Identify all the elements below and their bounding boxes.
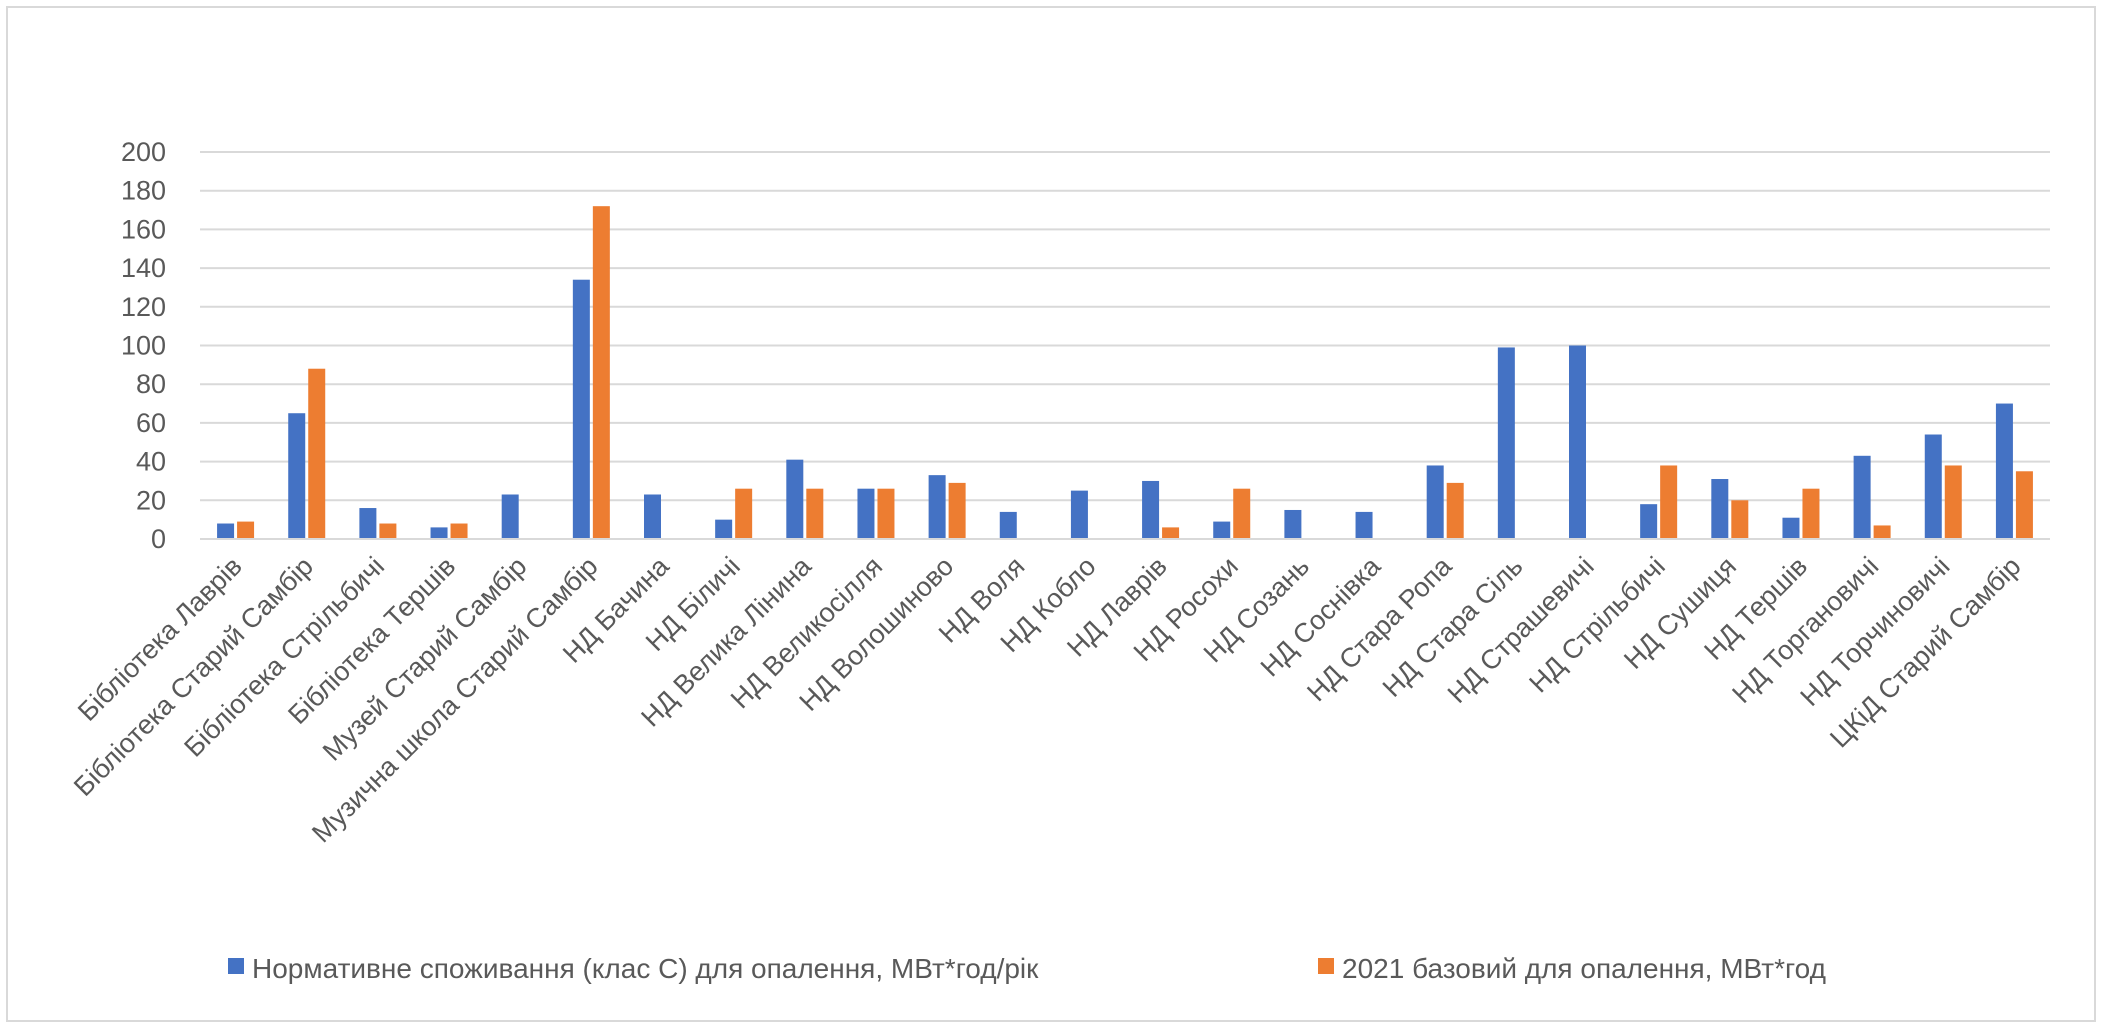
bar-series-2: [1162, 527, 1180, 539]
y-tick-label: 160: [121, 214, 166, 244]
bar-series-1: [1711, 479, 1729, 539]
bar-series-1: [786, 459, 804, 539]
y-tick-label: 80: [136, 369, 166, 399]
bar-series-1: [1142, 480, 1160, 539]
bar-series-1: [572, 279, 590, 539]
bar-series-1: [1497, 347, 1515, 539]
bar-series-2: [948, 482, 966, 539]
bar-series-1: [501, 494, 519, 539]
bar-series-2: [2015, 471, 2033, 539]
legend-swatch-series-2: [1318, 958, 1334, 974]
bar-series-2: [450, 523, 468, 539]
bar-series-2: [1873, 525, 1891, 539]
bar-series-1: [217, 523, 235, 539]
bar-series-2: [1233, 488, 1251, 539]
y-tick-label: 140: [121, 253, 166, 283]
bar-series-2: [806, 488, 824, 539]
bar-series-1: [1426, 465, 1444, 539]
bar-series-2: [379, 523, 397, 539]
bar-series-1: [928, 475, 946, 539]
gridlines: [200, 151, 2050, 502]
bar-series-2: [1446, 482, 1464, 539]
y-tick-label: 40: [136, 447, 166, 477]
bar-series-1: [1284, 509, 1302, 539]
bar-series-1: [288, 413, 306, 539]
bar-series-2: [735, 488, 753, 539]
bar-series-2: [1944, 465, 1962, 539]
bar-series-2: [1802, 488, 1820, 539]
bar-series-1: [1355, 511, 1373, 539]
bar-series-1: [1070, 490, 1088, 539]
bar-series-1: [1924, 434, 1942, 539]
y-tick-label: 200: [121, 137, 166, 167]
y-axis-tick-labels: 0 20 40 60 80 100 120 140 160 180 200: [121, 137, 166, 554]
y-tick-label: 180: [121, 176, 166, 206]
bar-series-1: [430, 527, 448, 539]
bar-series-2: [237, 521, 255, 539]
bar-series-2: [308, 368, 326, 539]
y-tick-label: 100: [121, 331, 166, 361]
bar-series-2: [1731, 500, 1749, 539]
legend-label-series-1: Нормативне споживання (клас С) для опале…: [252, 953, 1039, 984]
bar-series-1: [1782, 517, 1800, 539]
y-tick-label: 60: [136, 408, 166, 438]
y-tick-label: 0: [151, 524, 166, 554]
bar-series-1: [644, 494, 661, 539]
bar-series-2: [1660, 465, 1678, 539]
bar-series-1: [857, 488, 875, 539]
y-tick-label: 20: [136, 485, 166, 515]
bars: [217, 206, 2033, 539]
bar-series-2: [877, 488, 895, 539]
bar-series-1: [715, 519, 733, 539]
y-tick-label: 120: [121, 292, 166, 322]
bar-series-1: [1213, 521, 1231, 539]
bar-series-1: [1995, 403, 2013, 539]
bar-series-1: [1569, 345, 1586, 539]
bar-series-1: [1640, 504, 1658, 539]
legend: Нормативне споживання (клас С) для опале…: [228, 953, 1826, 984]
bar-series-1: [1853, 455, 1871, 539]
bar-series-1: [359, 508, 377, 539]
legend-label-series-2: 2021 базовий для опалення, МВт*год: [1342, 953, 1826, 984]
bar-series-1: [999, 511, 1017, 539]
legend-swatch-series-1: [228, 958, 244, 974]
bar-series-2: [592, 206, 610, 539]
